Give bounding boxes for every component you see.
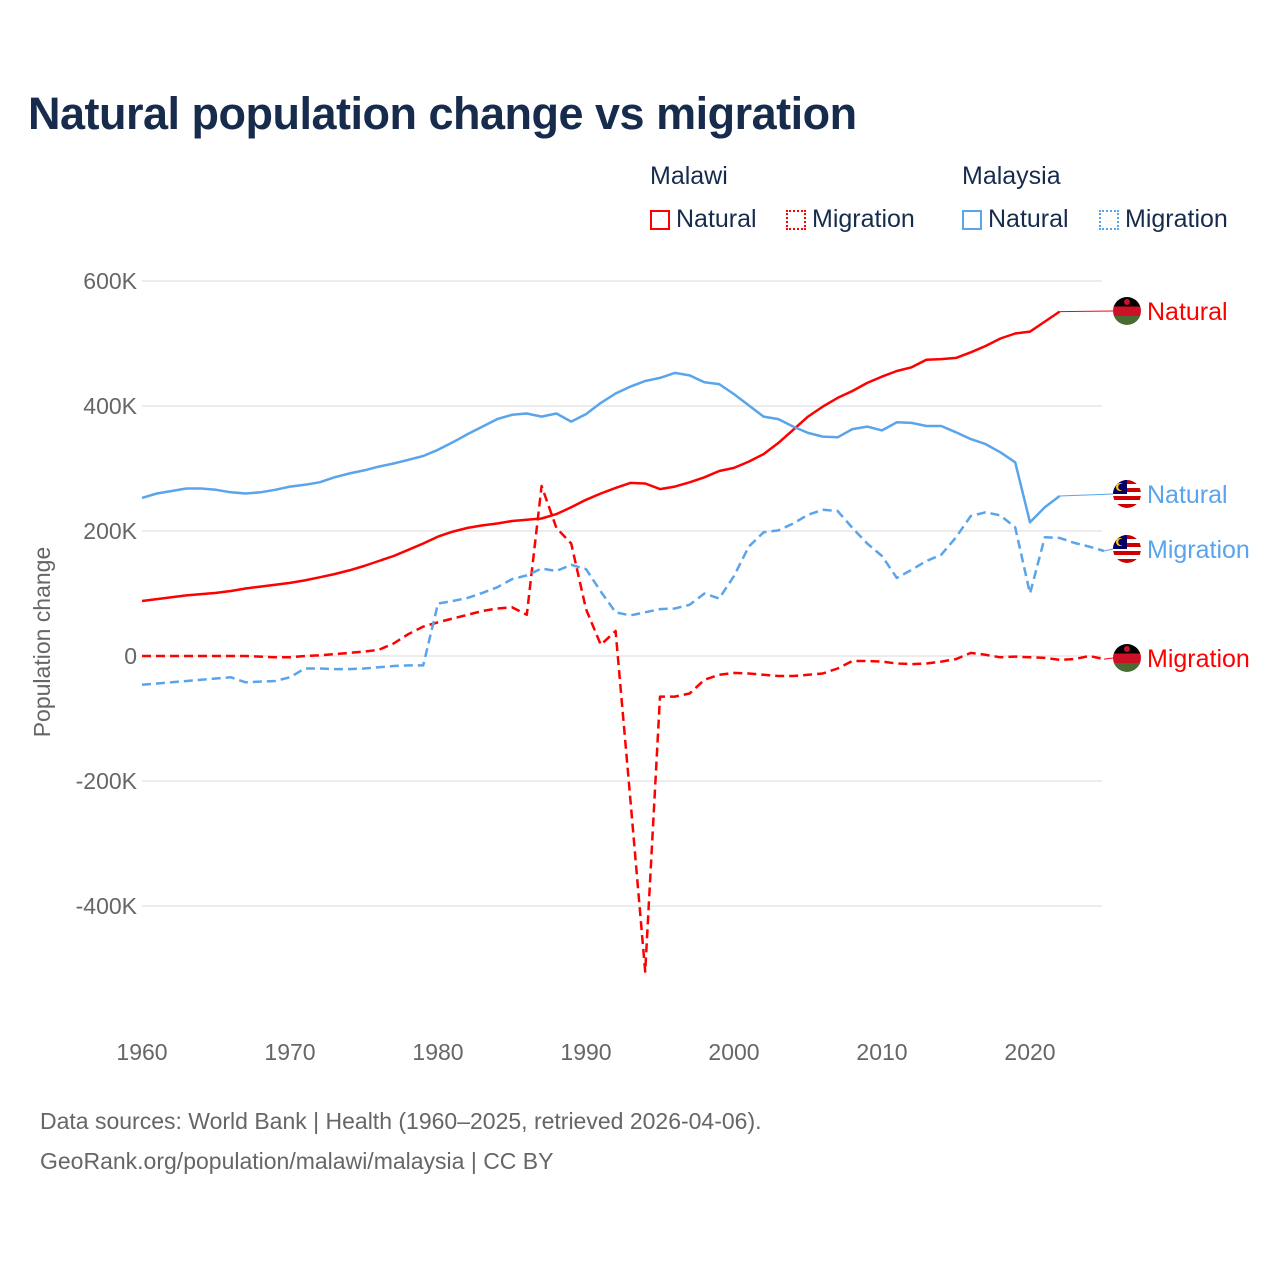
x-tick-label: 1980 bbox=[412, 1039, 463, 1065]
legend-swatch-solid-blue bbox=[962, 209, 982, 230]
legend-malawi-migration[interactable]: Migration bbox=[786, 205, 915, 234]
x-tick-label: 1990 bbox=[560, 1039, 611, 1065]
series-end-label: Migration bbox=[1147, 645, 1250, 673]
end-label-connector bbox=[1103, 548, 1114, 552]
legend-swatch-solid-red bbox=[650, 209, 670, 230]
y-tick-label: 0 bbox=[124, 643, 137, 669]
y-tick-label: -200K bbox=[76, 768, 138, 794]
series-end-label: Migration bbox=[1147, 536, 1250, 564]
malawi-flag-icon bbox=[1113, 297, 1141, 325]
end-label-connector bbox=[1059, 493, 1114, 497]
x-tick-label: 2000 bbox=[708, 1039, 759, 1065]
legend-label: Migration bbox=[1125, 205, 1228, 233]
x-tick-label: 2010 bbox=[856, 1039, 907, 1065]
malawi-flag-icon bbox=[1113, 644, 1141, 672]
legend-group-malawi: Malawi bbox=[650, 162, 728, 190]
legend-label: Natural bbox=[676, 205, 757, 233]
y-tick-label: 600K bbox=[83, 268, 137, 294]
series-end-label: Natural bbox=[1147, 481, 1228, 509]
series-line-malawi-natural bbox=[141, 310, 1061, 603]
legend-swatch-dotted-blue bbox=[1099, 209, 1119, 230]
y-axis-label: Population change bbox=[29, 547, 55, 738]
series-line-malaysia-natural bbox=[141, 371, 1061, 524]
x-tick-label: 1960 bbox=[116, 1039, 167, 1065]
malaysia-flag-icon bbox=[1113, 535, 1141, 563]
legend-group-malaysia: Malaysia bbox=[962, 162, 1061, 190]
y-tick-label: 400K bbox=[83, 393, 137, 419]
legend-malaysia-natural[interactable]: Natural bbox=[962, 205, 1069, 234]
legend-label: Natural bbox=[988, 205, 1069, 233]
series-line-malawi-migration bbox=[142, 484, 1105, 973]
x-tick-label: 1970 bbox=[264, 1039, 315, 1065]
x-tick-label: 2020 bbox=[1004, 1039, 1055, 1065]
legend-malaysia-migration[interactable]: Migration bbox=[1099, 205, 1228, 234]
malaysia-flag-icon bbox=[1113, 480, 1141, 508]
footer-attribution: GeoRank.org/population/malawi/malaysia |… bbox=[40, 1148, 554, 1174]
y-tick-label: 200K bbox=[83, 518, 137, 544]
footer-sources: Data sources: World Bank | Health (1960–… bbox=[40, 1108, 762, 1134]
series-end-label: Natural bbox=[1147, 298, 1228, 326]
chart-title: Natural population change vs migration bbox=[28, 88, 857, 139]
legend-malawi-natural[interactable]: Natural bbox=[650, 205, 757, 234]
legend-label: Migration bbox=[812, 205, 915, 233]
series-line-malaysia-migration bbox=[141, 508, 1105, 687]
end-label-connector bbox=[1103, 657, 1114, 660]
legend-swatch-dotted-red bbox=[786, 209, 806, 230]
y-tick-label: -400K bbox=[76, 893, 138, 919]
end-label-connector bbox=[1059, 310, 1114, 313]
